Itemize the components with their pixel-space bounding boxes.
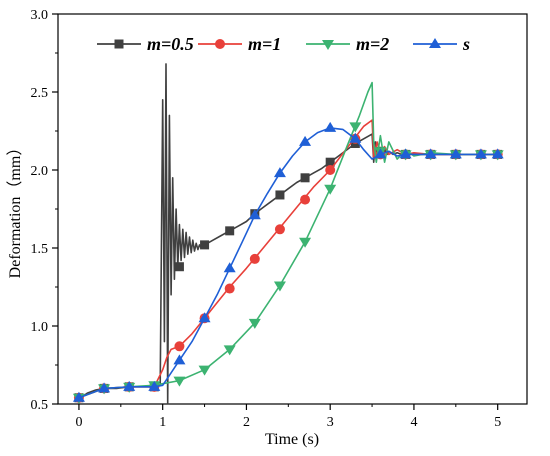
series-marker	[173, 354, 186, 365]
legend-label: m=2	[356, 34, 389, 54]
legend-marker	[114, 39, 124, 49]
series-marker	[449, 148, 462, 159]
series-marker	[225, 226, 235, 236]
x-tick-label: 3	[327, 415, 334, 430]
y-tick-label: 2.5	[31, 86, 49, 101]
series-marker	[349, 132, 362, 143]
series-marker	[173, 376, 186, 387]
legend-marker	[429, 38, 441, 48]
series-marker	[200, 240, 210, 250]
y-tick-label: 1.0	[31, 320, 49, 335]
series-marker	[224, 283, 235, 294]
legend-label: m=1	[248, 34, 281, 54]
x-tick-label: 1	[159, 415, 166, 430]
legend-item: m=0.5	[97, 34, 194, 54]
series-marker	[349, 122, 362, 133]
axis-ticks: 0 1 2 3 4 5 0.5 1.0 1.5 2.0 2.5 3.0	[31, 8, 502, 430]
legend-marker	[215, 39, 225, 49]
y-axis-title: Deformation（mm）	[6, 140, 24, 279]
series-3	[72, 121, 504, 402]
x-tick-label: 5	[494, 415, 501, 430]
series-marker	[223, 345, 236, 356]
series-marker	[399, 148, 412, 159]
legend: m=0.5 m=1 m=2 s	[97, 34, 470, 54]
series-layer	[72, 63, 504, 405]
series-marker	[123, 380, 136, 391]
series-marker	[299, 237, 312, 248]
series-marker	[275, 190, 285, 200]
x-tick-label: 0	[75, 415, 82, 430]
series-marker	[273, 281, 286, 292]
series-marker	[299, 135, 312, 146]
y-tick-label: 0.5	[31, 398, 49, 413]
legend-item: m=1	[198, 34, 281, 54]
series-2	[72, 81, 504, 404]
series-marker	[198, 312, 211, 323]
y-tick-label: 1.5	[31, 242, 49, 257]
series-marker	[248, 318, 261, 329]
series-marker	[374, 148, 387, 159]
series-line	[78, 127, 498, 399]
series-marker	[300, 173, 310, 183]
series-marker	[491, 148, 504, 159]
series-line	[78, 81, 498, 399]
series-marker	[324, 184, 337, 195]
series-marker	[325, 165, 336, 175]
y-tick-label: 3.0	[31, 8, 49, 23]
series-marker	[324, 121, 337, 132]
legend-label: s	[462, 34, 470, 54]
series-marker	[274, 224, 285, 235]
series-marker	[174, 341, 185, 352]
legend-item: m=2	[306, 34, 389, 54]
series-marker	[223, 262, 236, 273]
legend-label: m=0.5	[147, 34, 194, 54]
series-marker	[148, 380, 161, 391]
series-line	[78, 63, 498, 405]
x-tick-label: 2	[243, 415, 250, 430]
plot-frame	[57, 13, 528, 405]
series-marker	[248, 209, 261, 220]
series-marker	[98, 382, 111, 393]
series-marker	[300, 194, 311, 205]
y-tick-label: 2.0	[31, 164, 49, 179]
series-marker	[72, 391, 85, 402]
series-marker	[249, 253, 260, 264]
x-axis-title: Time (s)	[265, 431, 319, 448]
legend-marker	[322, 40, 334, 50]
series-marker	[174, 262, 184, 272]
series-marker	[474, 148, 487, 159]
legend-item: s	[413, 34, 470, 54]
series-marker	[424, 148, 437, 159]
series-marker	[273, 167, 286, 178]
series-marker	[325, 157, 335, 167]
series-0	[74, 63, 503, 405]
series-marker	[198, 365, 211, 376]
x-tick-label: 4	[410, 415, 417, 430]
